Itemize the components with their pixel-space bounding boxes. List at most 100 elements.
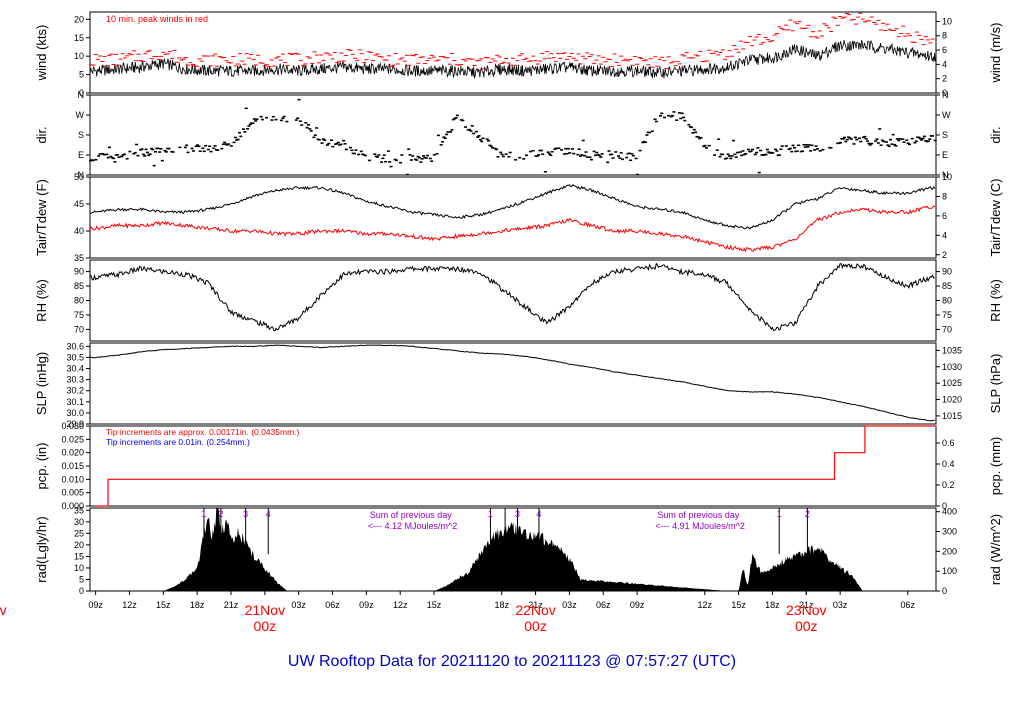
rad-daily-sum-value: <--- 4.12 MJoules/m^2 [368,521,458,531]
ylabel-temp: Tair/Tdew (F) [34,179,49,256]
ytick-label-right-wind: 2 [942,74,947,84]
ytick-label-right-wind: 8 [942,31,947,41]
ytick-label-right-rad: 400 [942,507,957,517]
ytick-label-dir: N [78,90,85,100]
xtick-label: 09z [359,600,374,610]
ytick-label-right-slp: 1025 [942,378,962,388]
rad-marker-label: 2 [805,509,810,519]
ytick-label-dir: S [78,130,84,140]
rad-marker-label: ' [504,509,506,519]
xtick-label: 12z [698,600,713,610]
page-title: UW Rooftop Data for 20211120 to 20211123… [288,653,736,670]
pcp-note-coarse: Tip increments are 0.01in. (0.254mm.) [106,437,250,447]
ytick-label-rh: 70 [74,324,84,334]
xtick-label: 15z [156,600,171,610]
ytick-label-pcp: 0.025 [61,434,84,444]
ytick-label-pcp: 0.030 [61,421,84,431]
ytick-label-right-temp: 10 [942,172,952,182]
ytick-label-temp: 50 [74,172,84,182]
rad-marker-label: 3 [515,509,520,519]
ytick-label-right-temp: 6 [942,211,947,221]
xtick-label: 03z [291,600,306,610]
xtick-label: 09z [630,600,645,610]
rad-marker-label: 1 [201,509,206,519]
wind-annotation: 10 min. peak winds in red [106,14,208,24]
xtick-label: 15z [427,600,442,610]
series-line-rh [89,262,935,332]
ytick-label-rad: 0 [79,586,84,596]
xtick-label: 03z [833,600,848,610]
rad-marker-label: 4 [266,509,271,519]
date-label-day: Nov [0,602,7,618]
xtick-label: 21z [528,600,543,610]
ytick-label-pcp: 0.010 [61,474,84,484]
date-label-day: 23Nov [786,602,826,618]
ytick-label-rad: 15 [74,551,84,561]
ytick-label-right-dir: N [942,170,949,180]
ytick-label-right-pcp: 0.2 [942,480,955,490]
ytick-label-slp: 30.6 [66,341,84,351]
ytick-label-right-rad: 300 [942,527,957,537]
ytick-label-rad: 5 [79,574,84,584]
xtick-label: 12z [393,600,408,610]
ytick-label-wind: 15 [74,33,84,43]
ytick-label-right-pcp: 0.4 [942,459,955,469]
ylabel-right-temp: Tair/Tdew (C) [988,178,1003,256]
ytick-label-right-slp: 1015 [942,411,962,421]
ytick-label-rh: 75 [74,310,84,320]
ylabel-wind: wind (kts) [34,25,49,82]
xtick-label: 18z [494,600,509,610]
ylabel-slp: SLP (inHg) [34,352,49,415]
rad-daily-sum-title: Sum of previous day [370,510,453,520]
pcp-note-fine: Tip increments are approx. 0.00171in. (0… [106,427,300,437]
series-line-wind [89,39,936,80]
ytick-label-rad: 35 [74,505,84,515]
xtick-label: 09z [88,600,103,610]
ylabel-right-slp: SLP (hPa) [988,354,1003,414]
ytick-label-right-rad: 200 [942,546,957,556]
ytick-label-dir: E [78,150,84,160]
ytick-label-right-rh: 80 [942,296,952,306]
ytick-label-right-temp: 8 [942,191,947,201]
ylabel-right-pcp: pcp. (mm) [988,437,1003,496]
panel-frame-temp [89,176,937,259]
xtick-label: 18z [765,600,780,610]
ytick-label-right-slp: 1030 [942,362,962,372]
ytick-label-temp: 45 [74,199,84,209]
ylabel-right-wind: wind (m/s) [988,23,1003,84]
ytick-label-rh: 85 [74,281,84,291]
ytick-label-slp: 30.3 [66,375,84,385]
xtick-label: 06z [596,600,611,610]
date-label-day: 21Nov [245,602,285,618]
ytick-label-right-dir: N [942,90,949,100]
rad-marker-label: 1 [488,509,493,519]
ytick-label-rad: 25 [74,528,84,538]
ytick-label-right-rad: 100 [942,566,957,576]
xtick-label: 15z [731,600,746,610]
ytick-label-right-wind: 10 [942,16,952,26]
ytick-label-slp: 30.0 [66,408,84,418]
ytick-label-right-pcp: 0.6 [942,438,955,448]
series-area-rad [90,508,936,591]
ytick-label-temp: 35 [74,253,84,263]
ylabel-right-rh: RH (%) [988,279,1003,322]
ytick-label-right-rh: 70 [942,324,952,334]
xtick-label: 06z [901,600,916,610]
xtick-label: 06z [325,600,340,610]
ytick-label-right-temp: 2 [942,250,947,260]
ytick-label-temp: 40 [74,226,84,236]
ytick-label-wind: 5 [79,70,84,80]
panel-frame-rh [89,259,937,342]
ylabel-right-dir: dir. [988,126,1003,143]
panel-frame-wind [89,11,937,94]
ytick-label-rh: 90 [74,267,84,277]
ytick-label-right-rh: 85 [942,281,952,291]
ytick-label-right-wind: 0 [942,88,947,98]
ytick-label-right-slp: 1020 [942,395,962,405]
date-label-day: 22Nov [515,602,555,618]
ytick-label-slp: 30.1 [66,397,84,407]
rad-daily-sum-title: Sum of previous day [657,510,740,520]
ytick-label-rh: 80 [74,296,84,306]
